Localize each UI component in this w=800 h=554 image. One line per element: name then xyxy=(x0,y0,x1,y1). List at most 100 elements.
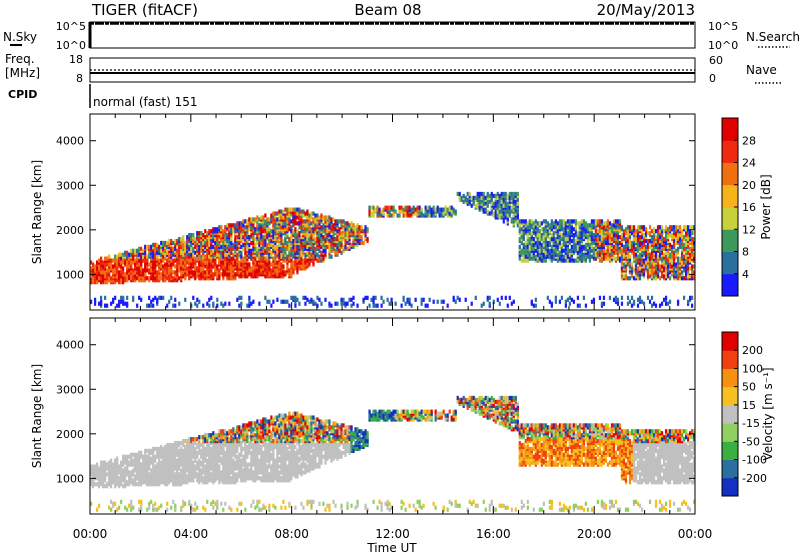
data-cell xyxy=(648,231,652,236)
data-cell xyxy=(424,205,427,210)
data-cell xyxy=(124,260,127,265)
data-cell xyxy=(136,266,139,271)
data-cell xyxy=(410,207,413,212)
data-cell xyxy=(124,466,127,471)
data-cell xyxy=(188,233,191,238)
data-cell xyxy=(606,244,610,249)
data-cell xyxy=(166,240,169,246)
data-cell xyxy=(200,272,203,277)
data-cell xyxy=(210,258,213,263)
data-cell xyxy=(286,211,289,216)
data-cell xyxy=(692,225,696,230)
data-cell xyxy=(628,225,632,230)
data-cell xyxy=(142,268,145,273)
data-cell xyxy=(350,303,353,308)
data-cell xyxy=(140,499,143,504)
data-cell xyxy=(344,244,347,249)
data-cell xyxy=(122,270,125,275)
data-cell xyxy=(646,252,650,257)
data-cell xyxy=(314,240,317,246)
data-cell xyxy=(676,234,680,240)
data-cell xyxy=(628,254,632,259)
data-cell xyxy=(234,244,237,249)
data-cell xyxy=(596,229,600,234)
data-cell xyxy=(94,297,97,302)
data-cell xyxy=(338,231,341,236)
data-cell xyxy=(132,458,135,463)
data-cell xyxy=(160,468,163,473)
data-cell xyxy=(184,256,187,261)
data-cell xyxy=(110,258,113,263)
data-cell xyxy=(670,225,674,230)
data-cell xyxy=(222,303,225,308)
data-cell xyxy=(616,301,620,306)
data-cell xyxy=(614,295,618,300)
data-cell xyxy=(198,256,201,261)
data-cell xyxy=(680,234,684,240)
data-cell xyxy=(622,252,626,257)
data-cell xyxy=(150,499,153,504)
data-cell xyxy=(198,260,201,265)
data-cell xyxy=(106,472,109,477)
data-cell xyxy=(644,238,648,244)
data-cell xyxy=(226,264,229,269)
data-cell xyxy=(400,303,403,308)
data-cell xyxy=(652,246,656,251)
data-cell xyxy=(166,262,169,267)
data-cell xyxy=(602,295,606,300)
data-cell xyxy=(620,256,624,261)
data-cell xyxy=(576,240,580,246)
data-cell xyxy=(288,217,291,222)
data-cell xyxy=(536,221,539,226)
data-cell xyxy=(176,262,179,267)
data-cell xyxy=(202,270,205,275)
data-cell xyxy=(408,205,411,210)
data-cell xyxy=(528,236,531,242)
data-cell xyxy=(666,258,670,263)
data-cell xyxy=(280,240,283,246)
data-cell xyxy=(240,236,243,242)
data-cell xyxy=(682,295,686,300)
data-cell xyxy=(438,207,441,212)
data-cell xyxy=(136,248,139,253)
data-cell xyxy=(264,219,267,224)
data-cell xyxy=(352,295,355,300)
data-cell xyxy=(632,268,636,273)
data-cell xyxy=(280,254,283,259)
data-cell xyxy=(542,258,545,263)
data-cell xyxy=(166,244,169,249)
data-cell xyxy=(288,268,291,273)
data-cell xyxy=(316,252,319,257)
data-cell xyxy=(112,297,115,302)
data-cell xyxy=(622,248,626,253)
data-cell xyxy=(492,201,495,206)
data-cell xyxy=(356,223,359,228)
data-cell xyxy=(542,219,545,224)
data-cell xyxy=(564,258,567,263)
data-cell xyxy=(178,256,181,261)
data-cell xyxy=(564,303,567,308)
data-cell xyxy=(376,205,379,210)
colorbar-tick-label: 12 xyxy=(742,223,756,236)
data-cell xyxy=(142,464,145,469)
data-cell xyxy=(434,207,437,212)
data-cell xyxy=(332,217,335,222)
data-cell xyxy=(224,256,227,261)
data-cell xyxy=(688,225,692,230)
data-cell xyxy=(266,266,269,271)
data-cell xyxy=(568,229,571,234)
data-cell xyxy=(156,476,159,481)
data-cell xyxy=(116,456,119,461)
data-cell xyxy=(152,272,155,277)
data-cell xyxy=(272,234,275,240)
data-cell xyxy=(352,244,355,249)
data-cell xyxy=(164,472,167,477)
data-cell xyxy=(518,229,521,234)
data-cell xyxy=(252,299,255,304)
data-cell xyxy=(126,250,129,255)
data-cell xyxy=(588,242,592,248)
colorbar-segment xyxy=(722,251,738,275)
data-cell xyxy=(154,248,157,253)
data-cell xyxy=(284,270,287,275)
data-cell xyxy=(470,195,473,200)
